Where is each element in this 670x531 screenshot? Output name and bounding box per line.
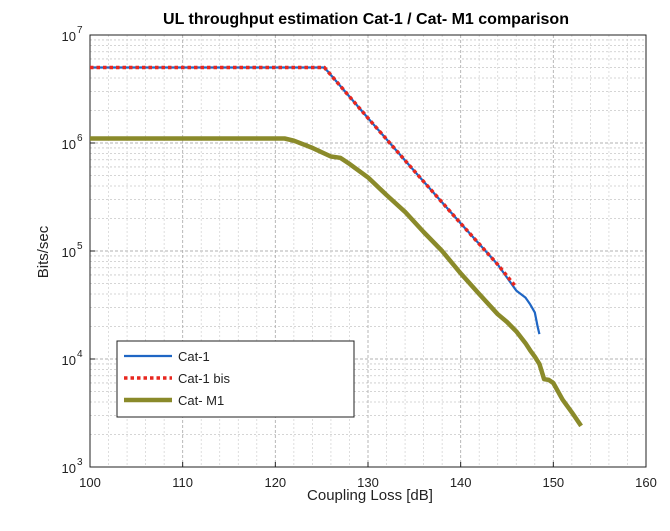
y-tick-exponent: 7	[77, 25, 83, 36]
legend-label: Cat- M1	[178, 393, 224, 408]
x-tick-label: 140	[450, 475, 472, 490]
y-tick-exponent: 6	[77, 133, 83, 144]
legend-label: Cat-1 bis	[178, 371, 231, 386]
y-tick-exponent: 4	[77, 349, 83, 360]
chart-title: UL throughput estimation Cat-1 / Cat- M1…	[163, 11, 569, 28]
y-tick-label: 10	[62, 245, 76, 260]
legend: Cat-1 Cat-1 bis Cat- M1	[116, 340, 355, 418]
x-tick-label: 130	[357, 475, 379, 490]
x-tick-label: 110	[172, 475, 193, 490]
x-tick-label: 150	[542, 475, 564, 490]
series-line-cat-m1	[90, 136, 583, 428]
y-tick-label: 10	[62, 29, 76, 44]
x-tick-label: 160	[635, 475, 657, 490]
x-axis-label: Coupling Loss [dB]	[307, 487, 433, 504]
x-tick-label: 120	[264, 475, 286, 490]
y-tick-exponent: 3	[77, 457, 83, 468]
series-line-cat-1-bis	[90, 65, 518, 289]
y-tick-label: 10	[62, 461, 76, 476]
series-lines	[90, 65, 583, 428]
x-tick-label: 100	[79, 475, 101, 490]
y-tick-label: 10	[62, 353, 76, 368]
y-tick-label: 10	[62, 137, 76, 152]
y-tick-exponent: 5	[77, 241, 83, 252]
legend-label: Cat-1	[178, 349, 210, 364]
y-axis-label: Bits/sec	[35, 225, 52, 278]
